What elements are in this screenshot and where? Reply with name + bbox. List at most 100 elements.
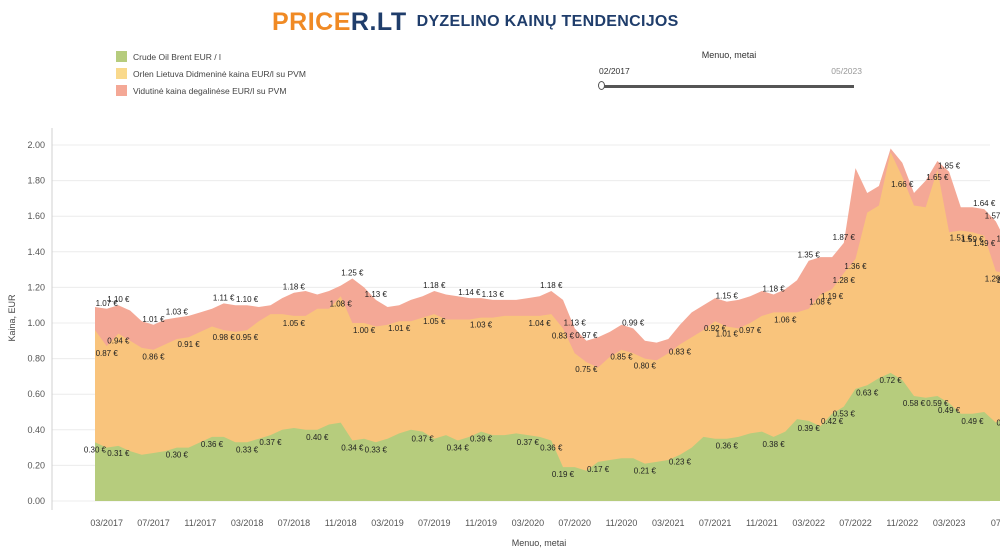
y-tick-label: 0.60 xyxy=(27,389,45,399)
data-label: 1.13 € xyxy=(482,290,505,299)
data-label: 1.05 € xyxy=(283,319,306,328)
data-label: 0.92 € xyxy=(704,324,727,333)
x-tick-label: 07/2022 xyxy=(839,518,872,528)
data-label: 0.83 € xyxy=(552,331,575,340)
data-label: 1.49 € xyxy=(973,239,996,248)
data-label: 0.39 € xyxy=(470,435,493,444)
data-label: 0.37 € xyxy=(259,438,282,447)
y-tick-label: 0.40 xyxy=(27,425,45,435)
data-label: 0.21 € xyxy=(634,467,657,476)
data-label: 1.13 € xyxy=(365,290,388,299)
data-label: 0.95 € xyxy=(236,333,259,342)
data-label: 1.00 € xyxy=(353,326,376,335)
legend-label-orlen: Orlen Lietuva Didmeninė kaina EUR/l su P… xyxy=(133,68,306,79)
data-label: 1.65 € xyxy=(926,173,949,182)
data-label: 0.97 € xyxy=(575,331,598,340)
y-tick-label: 0.20 xyxy=(27,460,45,470)
legend-item-orlen[interactable]: Orlen Lietuva Didmeninė kaina EUR/l su P… xyxy=(116,65,306,82)
slider-start-label: 02/2017 xyxy=(599,66,630,76)
data-label: 1.13 € xyxy=(564,318,587,327)
data-label: 0.42 € xyxy=(821,417,844,426)
area-series-2[interactable] xyxy=(95,372,1000,501)
logo-part2: R.LT xyxy=(350,7,407,36)
data-label: 1.06 € xyxy=(774,315,797,324)
y-axis-title: Kaina, EUR xyxy=(7,294,17,342)
x-tick-label: 07/2019 xyxy=(418,518,451,528)
data-label: 0.34 € xyxy=(341,443,364,452)
legend-item-retail[interactable]: Vidutinė kaina degalinėse EUR/l su PVM xyxy=(116,82,306,99)
x-tick-label: 03/2020 xyxy=(512,518,545,528)
data-label: 0.80 € xyxy=(634,362,657,371)
data-label: 0.75 € xyxy=(575,365,598,374)
data-label: 0.40 € xyxy=(306,433,329,442)
data-label: 1.01 € xyxy=(716,330,739,339)
page-title: DYZELINO KAINŲ TENDENCIJOS xyxy=(416,13,679,30)
data-label: 0.49 € xyxy=(938,406,961,415)
date-range-slider: Menuo, metai 02/2017 05/2023 xyxy=(596,48,862,92)
data-label: 0.63 € xyxy=(856,388,879,397)
y-tick-label: 1.40 xyxy=(27,247,45,257)
data-label: 0.44 € xyxy=(996,419,1000,428)
x-axis-title: Menuo, metai xyxy=(512,538,567,548)
x-tick-label: 07/2020 xyxy=(558,518,591,528)
data-label: 1.51 € xyxy=(950,233,973,242)
data-label: 0.97 € xyxy=(739,326,762,335)
x-tick-label: 11/2017 xyxy=(184,518,216,528)
data-label: 0.58 € xyxy=(903,399,926,408)
y-tick-label: 0.00 xyxy=(27,496,45,506)
y-tick-label: 1.60 xyxy=(27,211,45,221)
data-label: 1.25 € xyxy=(341,269,364,278)
x-tick-label: 11/2020 xyxy=(606,518,638,528)
data-label: 0.94 € xyxy=(107,337,130,346)
x-tick-label: 07/2018 xyxy=(278,518,311,528)
data-label: 1.10 € xyxy=(236,295,259,304)
data-label: 0.49 € xyxy=(961,417,984,426)
data-label: 1.87 € xyxy=(833,233,856,242)
data-label: 0.38 € xyxy=(762,440,785,449)
header: PRICER.LT DYZELINO KAINŲ TENDENCIJOS xyxy=(272,8,679,36)
data-label: 1.01 € xyxy=(142,315,165,324)
slider-track[interactable] xyxy=(602,85,854,88)
y-tick-label: 1.20 xyxy=(27,282,45,292)
data-label: 0.19 € xyxy=(552,470,575,479)
data-label: 1.19 € xyxy=(821,292,844,301)
pricer-logo[interactable]: PRICER.LT xyxy=(272,8,407,37)
data-label: 0.86 € xyxy=(142,353,165,362)
data-label: 1.11 € xyxy=(213,293,235,302)
data-label: 0.99 € xyxy=(622,318,645,327)
x-tick-label: 03/2017 xyxy=(90,518,123,528)
data-label: 1.15 € xyxy=(716,292,739,301)
data-label: 0.33 € xyxy=(236,445,259,454)
legend-label-retail: Vidutinė kaina degalinėse EUR/l su PVM xyxy=(133,85,287,96)
data-label: 0.33 € xyxy=(365,445,388,454)
data-label: 0.83 € xyxy=(669,347,692,356)
legend-item-brent[interactable]: Crude Oil Brent EUR / l xyxy=(116,48,306,65)
data-label: 0.85 € xyxy=(610,353,633,362)
y-tick-label: 1.00 xyxy=(27,318,45,328)
y-tick-label: 1.80 xyxy=(27,176,45,186)
x-tick-label: 07/2021 xyxy=(699,518,732,528)
legend-swatch-retail xyxy=(116,85,127,96)
data-label: 1.18 € xyxy=(762,285,785,294)
slider-end-label: 05/2023 xyxy=(831,66,862,76)
data-label: 1.01 € xyxy=(388,324,411,333)
data-label: 1.35 € xyxy=(798,251,821,260)
chart-legend: Crude Oil Brent EUR / l Orlen Lietuva Di… xyxy=(116,48,306,99)
data-label: 1.18 € xyxy=(540,281,563,290)
y-tick-label: 2.00 xyxy=(27,140,45,150)
data-label: 0.53 € xyxy=(833,410,856,419)
x-tick-label: 11/2021 xyxy=(746,518,778,528)
data-label: 1.08 € xyxy=(330,299,353,308)
slider-handle[interactable] xyxy=(598,81,605,90)
y-tick-label: 0.80 xyxy=(27,354,45,364)
area-series-1[interactable] xyxy=(95,152,1000,501)
data-label: 0.36 € xyxy=(540,443,563,452)
data-label: 1.03 € xyxy=(166,308,189,317)
data-label: 1.18 € xyxy=(283,283,306,292)
data-label: 0.17 € xyxy=(587,465,610,474)
data-label: 1.66 € xyxy=(891,180,914,189)
x-tick-label: 07 xyxy=(991,518,1000,528)
x-tick-label: 11/2018 xyxy=(325,518,357,528)
data-label: 1.18 € xyxy=(423,281,446,290)
